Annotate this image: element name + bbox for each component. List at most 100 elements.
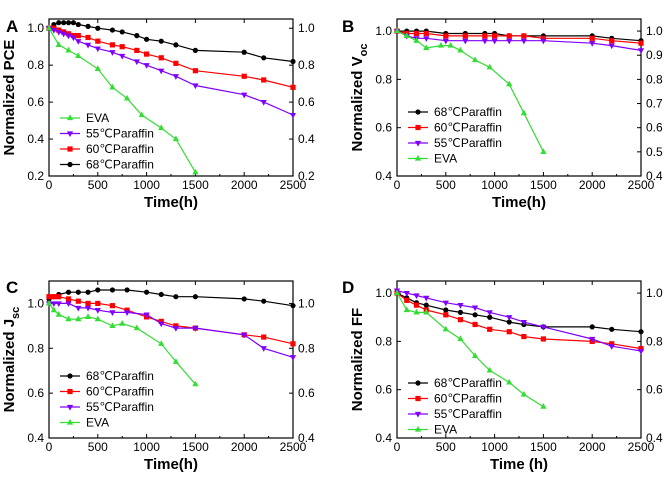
data-point-68cparaffin: [75, 21, 81, 28]
data-point-68cparaffin: [124, 287, 130, 293]
data-point-68cparaffin: [158, 38, 164, 44]
data-point-55cparaffin: [589, 336, 596, 343]
data-point-55cparaffin: [486, 310, 493, 316]
x-tick-label: 500: [88, 440, 108, 454]
data-point-eva: [506, 80, 513, 87]
data-point-60cparaffin: [134, 47, 140, 53]
x-tick-label: 1000: [133, 178, 160, 192]
data-point-68cparaffin: [443, 307, 449, 313]
data-point-60cparaffin: [95, 38, 101, 44]
data-point-55cparaffin: [520, 38, 527, 45]
data-point-60cparaffin: [241, 73, 247, 79]
legend-label-eva: EVA: [434, 152, 457, 166]
legend-label-68cparaffin: 68℃Paraffin: [86, 158, 154, 172]
right-y-tick-label: 0.9: [646, 48, 663, 62]
right-y-tick-label: 0.7: [646, 97, 663, 111]
series-line-55cparaffin: [49, 302, 294, 358]
data-point-60cparaffin: [413, 30, 420, 37]
legend-label-60cparaffin: 60℃Paraffin: [86, 142, 154, 156]
x-tick-label: 1500: [530, 178, 557, 192]
data-point-60cparaffin: [521, 33, 527, 39]
legend-label-55cparaffin: 55℃Paraffin: [434, 136, 502, 150]
right-y-tick-label: 0.6: [298, 95, 315, 109]
y-tick-label: 0.4: [27, 431, 44, 445]
y-axis-title: Normalized Voc: [349, 44, 370, 152]
legend-marker-eva: [66, 418, 74, 425]
data-point-60cparaffin: [540, 35, 546, 41]
x-tick-label: 2000: [231, 178, 258, 192]
y-tick-label: 1.0: [375, 286, 392, 300]
data-point-eva: [413, 308, 420, 315]
data-point-68cparaffin: [109, 27, 116, 33]
data-point-60cparaffin: [492, 33, 498, 39]
data-point-55cparaffin: [637, 348, 645, 355]
legend-label-eva: EVA: [86, 111, 109, 125]
data-point-68cparaffin: [241, 49, 247, 55]
data-point-68cparaffin: [487, 314, 493, 320]
data-point-60cparaffin: [404, 297, 410, 303]
data-point-55cparaffin: [589, 41, 596, 47]
x-tick-label: 0: [46, 440, 53, 454]
data-point-60cparaffin: [65, 296, 72, 302]
data-point-55cparaffin: [75, 305, 82, 312]
legend-marker-68cparaffin: [415, 109, 421, 115]
data-point-55cparaffin: [423, 36, 430, 42]
x-tick-label: 1000: [481, 440, 508, 454]
y-tick-label: 0.8: [27, 341, 44, 355]
data-point-eva: [457, 335, 464, 342]
y-tick-label: 0.4: [375, 169, 392, 183]
x-tick-label: 2500: [280, 178, 307, 192]
data-point-55cparaffin: [608, 344, 615, 350]
data-point-eva: [158, 124, 165, 131]
data-point-60cparaffin: [609, 341, 615, 347]
data-point-60cparaffin: [46, 294, 52, 300]
y-tick-label: 0.2: [27, 169, 44, 183]
y-tick-label: 0.8: [375, 334, 392, 348]
right-y-tick-label: 0.8: [646, 334, 663, 348]
data-point-eva: [506, 378, 513, 385]
x-tick-label: 2500: [628, 178, 655, 192]
data-point-55cparaffin: [65, 33, 72, 40]
data-point-55cparaffin: [143, 312, 150, 319]
data-point-60cparaffin: [457, 317, 464, 323]
data-point-eva: [109, 322, 116, 328]
data-point-60cparaffin: [158, 55, 164, 61]
data-point-eva: [109, 83, 116, 90]
panel-d: D0 500 1000 1500 2000 25000.40.60.81.00.40.60…: [342, 278, 663, 473]
y-tick-label: 0.6: [375, 383, 392, 397]
data-point-68cparaffin: [192, 294, 198, 300]
data-point-60cparaffin: [109, 303, 116, 309]
data-point-68cparaffin: [75, 289, 81, 295]
legend-label-55cparaffin: 55℃Paraffin: [86, 400, 154, 414]
series-line-55cparaffin: [48, 27, 294, 116]
x-tick-label: 0: [394, 440, 401, 454]
y-axis-title: Normalized Jsc: [1, 307, 22, 413]
data-point-55cparaffin: [133, 59, 140, 66]
right-y-tick-label: 0.2: [298, 169, 315, 183]
right-y-tick-label: 0.4: [298, 132, 315, 146]
y-tick-label: 1.0: [375, 24, 392, 38]
right-y-tick-label: 1.0: [646, 286, 663, 300]
data-point-68cparaffin: [144, 36, 150, 42]
data-point-55cparaffin: [143, 63, 150, 69]
data-point-60cparaffin: [85, 34, 91, 41]
data-point-60cparaffin: [443, 312, 449, 318]
data-point-eva: [471, 56, 479, 63]
data-point-60cparaffin: [521, 333, 527, 340]
legend-marker-68cparaffin: [415, 380, 421, 386]
data-point-68cparaffin: [423, 302, 429, 308]
data-point-68cparaffin: [85, 289, 91, 295]
data-point-eva: [442, 325, 449, 332]
y-axis-title: Normalized FF: [349, 308, 366, 411]
data-point-55cparaffin: [109, 310, 116, 316]
data-point-55cparaffin: [109, 50, 116, 56]
data-point-55cparaffin: [50, 301, 57, 308]
legend-label-68cparaffin: 68℃Paraffin: [434, 105, 502, 119]
x-axis-title: Time (h): [490, 456, 548, 473]
x-axis-title: Time(h): [492, 194, 546, 211]
data-point-60cparaffin: [290, 341, 296, 347]
data-point-55cparaffin: [289, 355, 297, 361]
data-point-55cparaffin: [637, 48, 645, 54]
data-point-68cparaffin: [95, 287, 101, 293]
data-point-68cparaffin: [173, 294, 179, 300]
